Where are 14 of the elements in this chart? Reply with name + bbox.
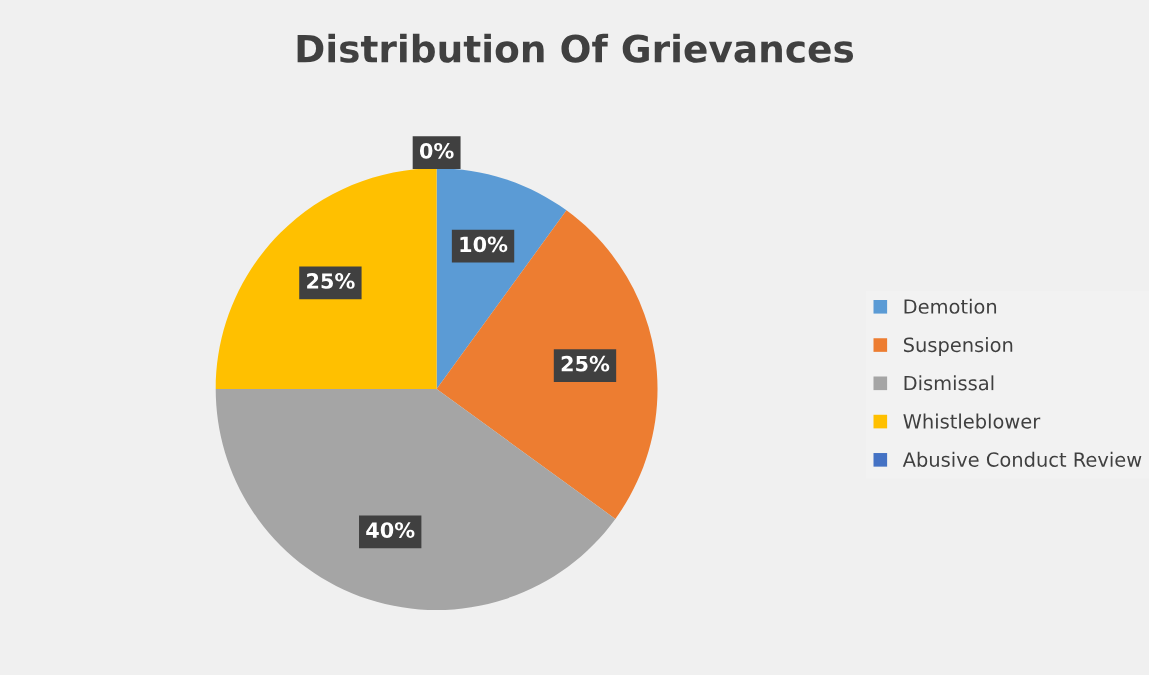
legend-label: Abusive Conduct Review	[902, 451, 1142, 467]
data-label: 25%	[561, 355, 610, 372]
pie-slice	[215, 168, 437, 390]
legend-label: Dismissal	[904, 375, 994, 391]
legend-label: Whistleblower	[903, 413, 1041, 429]
pie-slice	[215, 389, 616, 610]
legend-label: Demotion	[904, 298, 997, 314]
data-label: 25%	[307, 273, 355, 289]
legend-label: Suspension	[903, 337, 1013, 356]
data-label: 40%	[366, 522, 415, 538]
chart-title: Distribution Of Grievances	[297, 33, 854, 63]
text: 0%	[419, 142, 454, 159]
pie-slice	[436, 210, 658, 519]
data-label: 10%	[460, 236, 508, 253]
